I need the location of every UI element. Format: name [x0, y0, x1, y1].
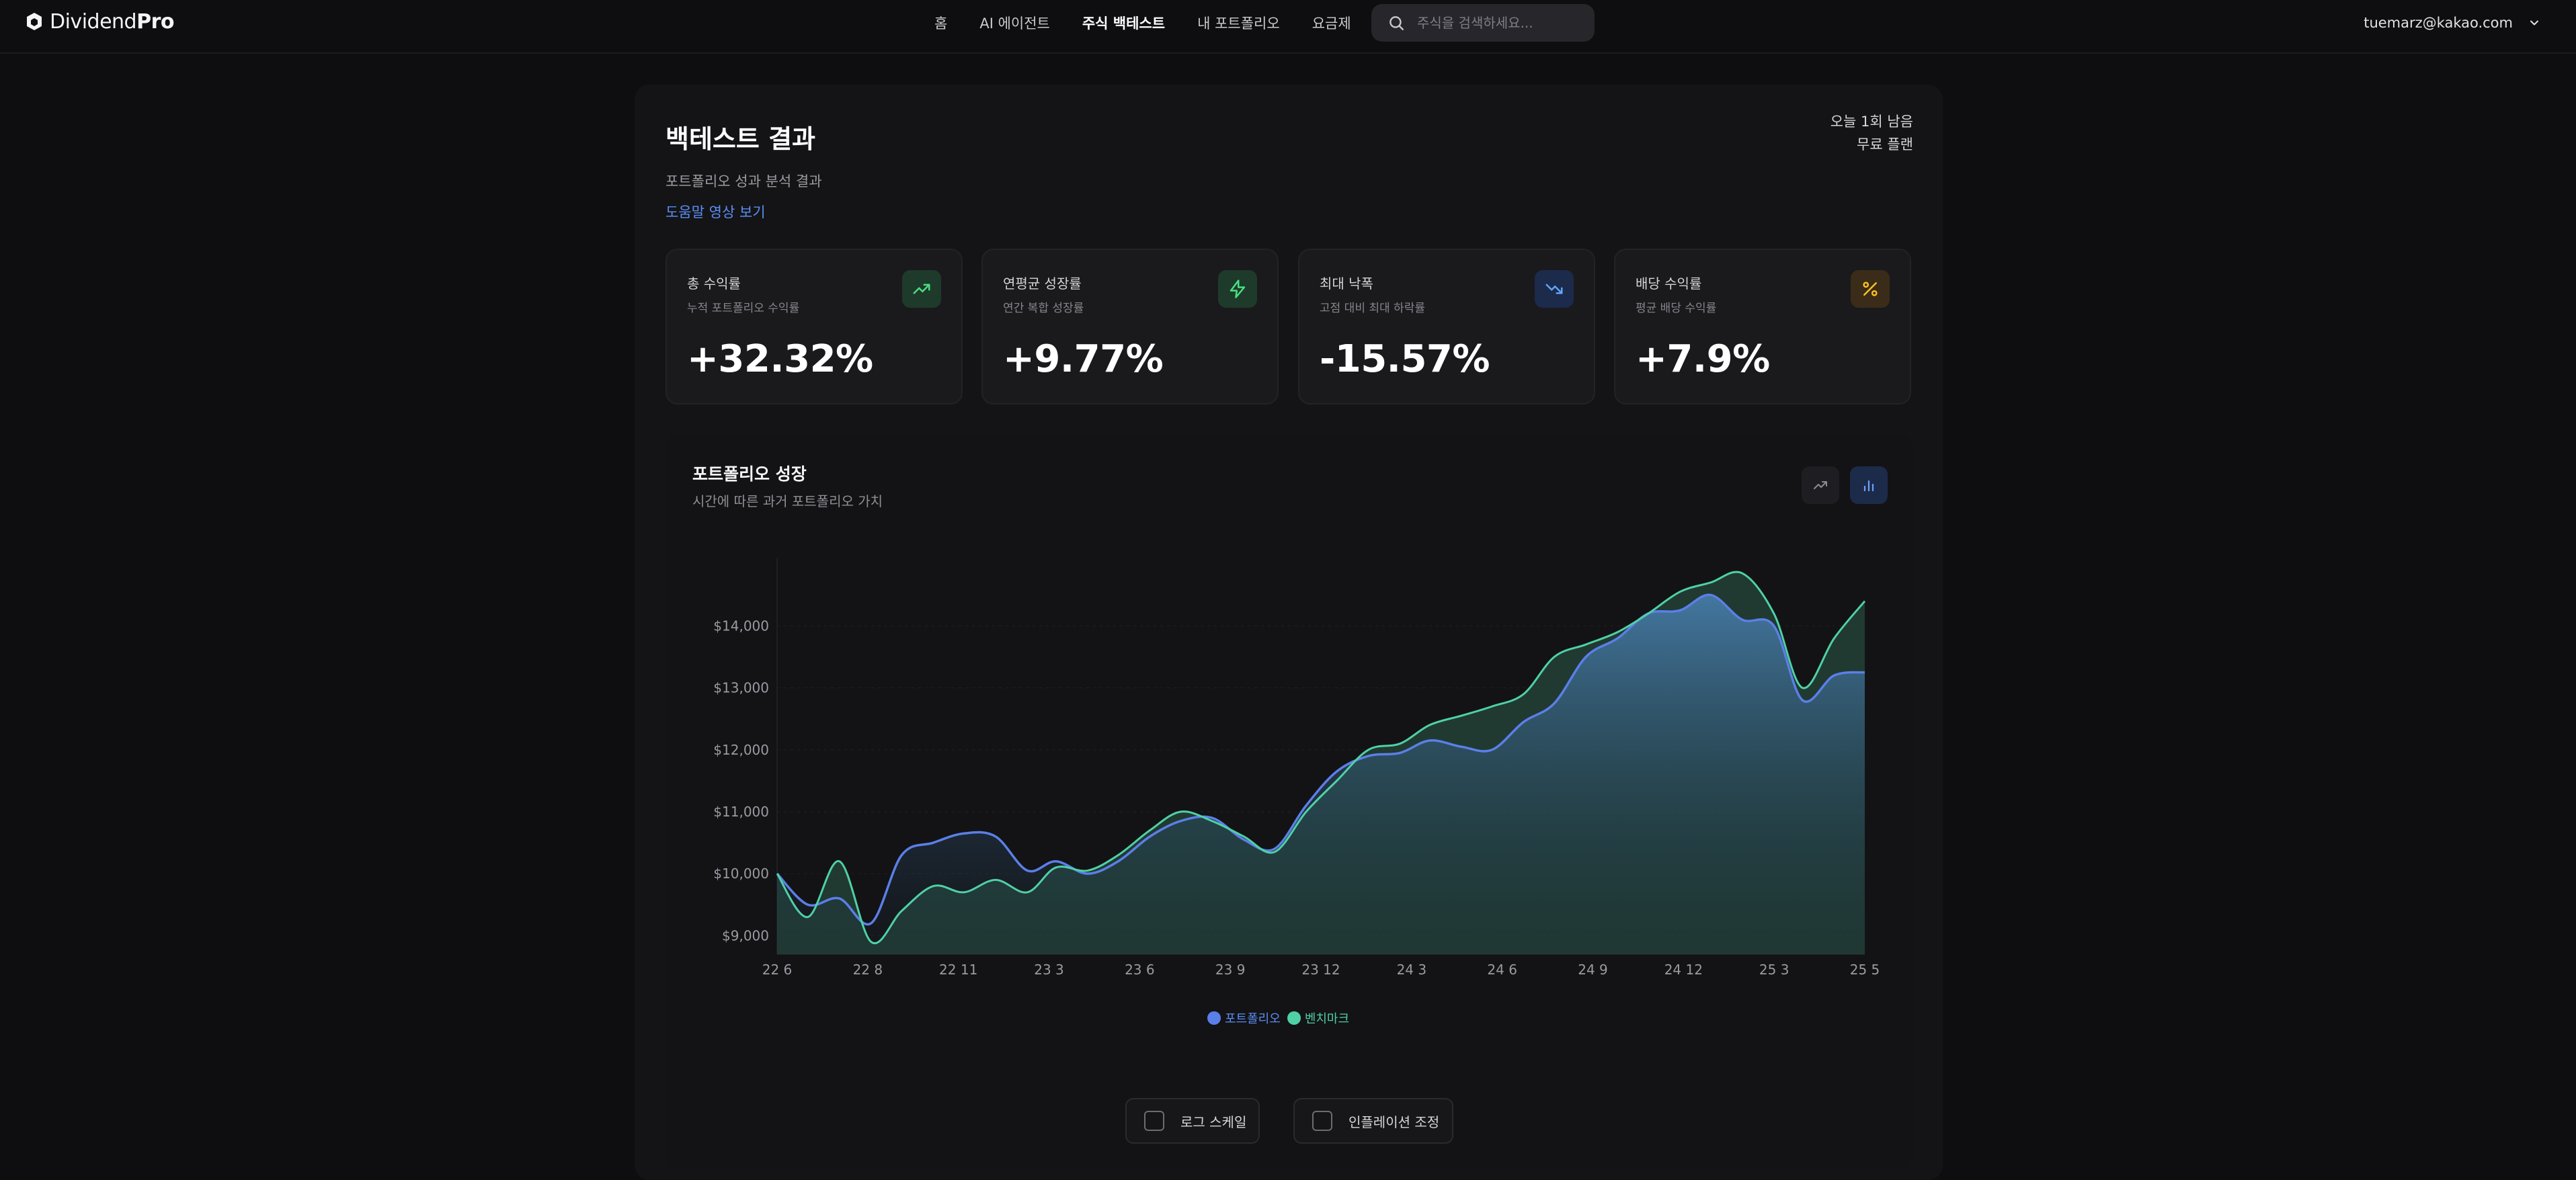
x-tick-label: 23 9	[1215, 962, 1246, 978]
brand-logo[interactable]: DividendPro	[24, 8, 174, 35]
user-menu[interactable]: tuemarz@kakao.com	[2364, 12, 2541, 34]
stat-card-max-drawdown: 최대 낙폭 고점 대비 최대 하락률 -15.57%	[1298, 249, 1595, 405]
percent-icon	[1863, 282, 1878, 296]
stat-label: 최대 낙폭	[1320, 276, 1373, 292]
inflation-adjust-toggle[interactable]: 인플레이션 조정	[1293, 1098, 1453, 1144]
stat-value: +7.9%	[1636, 337, 1770, 381]
x-tick-label: 24 6	[1487, 962, 1517, 978]
brand-name: DividendPro	[50, 9, 174, 34]
nav-item-backtest[interactable]: 주식 백테스트	[1082, 15, 1166, 32]
stat-desc: 평균 배당 수익률	[1636, 302, 1717, 315]
y-tick-label: $14,000	[713, 618, 769, 634]
y-tick-label: $13,000	[713, 680, 769, 696]
x-tick-label: 24 3	[1397, 962, 1427, 978]
legend-dot	[1287, 1011, 1301, 1025]
stat-desc: 누적 포트폴리오 수익률	[687, 302, 800, 315]
chart-legend: 포트폴리오 벤치마크	[1207, 1008, 1349, 1028]
stat-label: 배당 수익률	[1636, 276, 1702, 292]
stat-label: 연평균 성장률	[1003, 276, 1082, 292]
logo-icon	[27, 13, 42, 30]
x-tick-label: 24 12	[1664, 962, 1703, 978]
stat-badge	[1218, 270, 1257, 308]
stat-value: +9.77%	[1003, 337, 1164, 381]
stat-badge	[1535, 270, 1574, 308]
legend-label: 벤치마크	[1304, 1012, 1350, 1026]
nav-item-my-portfolio[interactable]: 내 포트폴리오	[1197, 15, 1280, 32]
x-tick-label: 25 5	[1850, 962, 1880, 978]
log-scale-toggle[interactable]: 로그 스케일	[1125, 1098, 1260, 1144]
portfolio-growth-chart: $9,000 $10,000 $11,000 $12,000 $13,000 $14,00…	[713, 558, 1880, 978]
portfolio-line	[776, 593, 1865, 926]
search-input[interactable]	[1416, 14, 1580, 32]
lightning-icon	[1230, 280, 1246, 298]
bar-chart-icon	[1863, 480, 1874, 492]
trending-up-icon	[1814, 481, 1827, 489]
nav-item-ai-agent[interactable]: AI 에이전트	[979, 15, 1050, 32]
nav-item-home[interactable]: 홈	[934, 15, 948, 32]
search-box[interactable]	[1371, 4, 1595, 42]
legend-item-benchmark[interactable]: 벤치마크	[1287, 1009, 1349, 1027]
stat-badge	[1851, 270, 1890, 308]
chart-title: 포트폴리오 성장	[692, 464, 807, 484]
chevron-down-icon	[2530, 20, 2538, 26]
y-tick-label: $12,000	[713, 742, 769, 758]
stat-label: 총 수익률	[687, 276, 741, 292]
search-icon	[1390, 16, 1404, 30]
trending-down-icon	[1545, 284, 1563, 294]
stat-desc: 연간 복합 성장률	[1003, 302, 1084, 315]
line-view-button[interactable]	[1802, 466, 1839, 504]
log-scale-checkbox[interactable]	[1144, 1111, 1164, 1131]
x-tick-label: 23 6	[1125, 962, 1155, 978]
page-subtitle: 포트폴리오 성과 분석 결과	[666, 173, 822, 189]
y-tick-label: $11,000	[713, 804, 769, 820]
y-tick-label: $10,000	[713, 866, 769, 882]
x-tick-label: 25 3	[1759, 962, 1789, 978]
stat-card-dividend-yield: 배당 수익률 평균 배당 수익률 +7.9%	[1614, 249, 1911, 405]
stat-card-cagr: 연평균 성장률 연간 복합 성장률 +9.77%	[981, 249, 1279, 405]
top-navigation: DividendPro 홈 AI 에이전트 주식 백테스트 내 포트폴리오 요금…	[0, 0, 2576, 54]
legend-label: 포트폴리오	[1225, 1012, 1281, 1026]
stat-card-total-return: 총 수익률 누적 포트폴리오 수익률 +32.32%	[666, 249, 963, 405]
x-tick-label: 22 6	[762, 962, 793, 978]
benchmark-line	[776, 571, 1866, 945]
x-tick-label: 23 3	[1034, 962, 1064, 978]
bar-view-button[interactable]	[1850, 466, 1888, 504]
y-tick-label: $9,000	[722, 927, 769, 943]
stat-value: -15.57%	[1320, 337, 1490, 381]
usage-quota: 오늘 1회 남음 무료 플랜	[1830, 110, 1913, 156]
x-tick-label: 24 9	[1578, 962, 1608, 978]
x-tick-label: 22 11	[939, 962, 977, 978]
user-email: tuemarz@kakao.com	[2364, 15, 2513, 31]
x-tick-label: 23 12	[1301, 962, 1340, 978]
nav-links: 홈 AI 에이전트 주식 백테스트 내 포트폴리오 요금제	[934, 0, 1351, 46]
inflation-adjust-checkbox[interactable]	[1312, 1111, 1332, 1131]
plan-name: 무료 플랜	[1857, 136, 1913, 153]
legend-item-portfolio[interactable]: 포트폴리오	[1207, 1009, 1281, 1027]
help-video-link[interactable]: 도움말 영상 보기	[666, 204, 766, 220]
stat-badge	[902, 270, 941, 308]
log-scale-label: 로그 스케일	[1180, 1113, 1247, 1130]
nav-item-pricing[interactable]: 요금제	[1312, 15, 1351, 32]
stat-value: +32.32%	[687, 337, 873, 381]
stat-desc: 고점 대비 최대 하락률	[1320, 302, 1425, 315]
portfolio-area	[777, 595, 1865, 954]
legend-dot	[1207, 1011, 1221, 1025]
remaining-runs: 오늘 1회 남음	[1830, 114, 1913, 130]
inflation-adjust-label: 인플레이션 조정	[1349, 1113, 1440, 1130]
chart-subtitle: 시간에 따른 과거 포트폴리오 가치	[692, 493, 883, 509]
x-tick-label: 22 8	[853, 962, 883, 978]
page-title: 백테스트 결과	[666, 124, 815, 154]
trending-up-icon	[913, 284, 930, 294]
